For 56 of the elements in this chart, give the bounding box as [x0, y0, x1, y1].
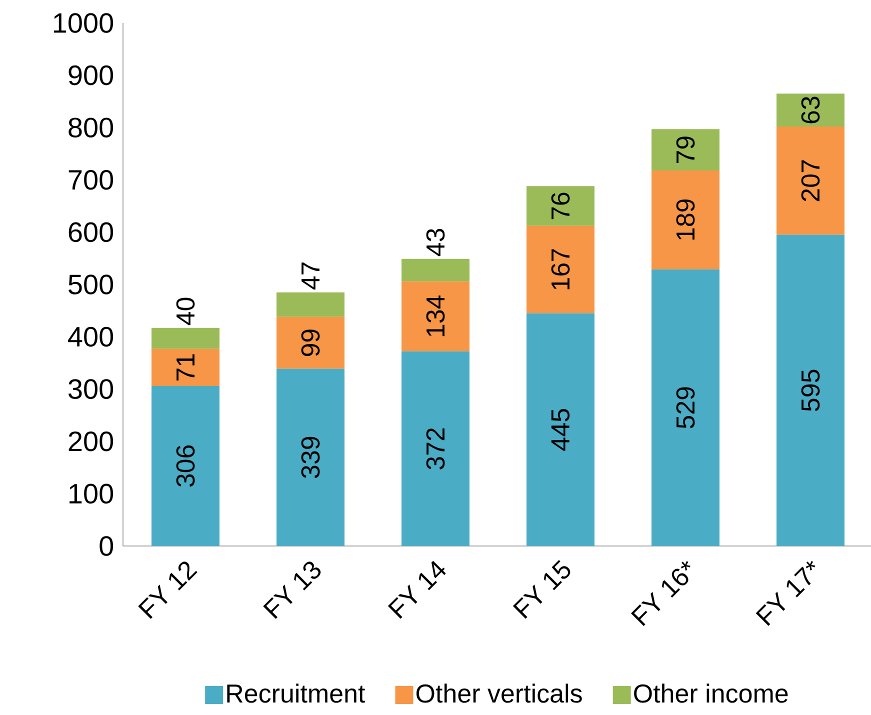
bar: [152, 348, 220, 386]
y-tick-label: 900: [68, 65, 114, 86]
data-label: 445: [551, 409, 570, 451]
data-label: 529: [676, 387, 695, 428]
bar: [526, 226, 594, 314]
data-label: 47: [302, 262, 320, 290]
y-tick-label: 200: [68, 431, 114, 452]
bar: [402, 281, 470, 352]
x-tick-label: FY 15: [512, 560, 570, 619]
bar: [652, 269, 720, 546]
y-tick-label: 1000: [54, 13, 114, 33]
bar: [526, 186, 594, 226]
data-label: 306: [176, 445, 195, 487]
bar: [652, 170, 720, 270]
y-tick-label: 400: [68, 326, 114, 347]
bar: [776, 126, 844, 235]
legend-label: Other verticals: [416, 684, 582, 703]
y-tick-label: 600: [68, 222, 114, 242]
data-label: 43: [426, 228, 445, 256]
data-label: 63: [801, 96, 820, 124]
legend-label: Recruitment: [227, 684, 366, 703]
bar: [776, 94, 844, 127]
data-label: 134: [426, 295, 445, 336]
x-tick-label: FY 12: [138, 562, 198, 619]
x-tick-label: FY 13: [263, 562, 321, 619]
y-tick-label: 500: [68, 274, 114, 294]
x-tick-label: FY 16*: [630, 561, 690, 626]
y-tick-label: 700: [68, 170, 114, 190]
data-label: 372: [426, 428, 445, 470]
data-label: 595: [801, 370, 820, 412]
data-label: 207: [801, 160, 820, 202]
data-label: 339: [301, 436, 320, 478]
bar: [276, 368, 344, 546]
y-tick-label: 800: [68, 118, 114, 138]
y-tick-label: 0: [100, 536, 114, 556]
data-label: 40: [176, 298, 195, 326]
bar: [152, 386, 220, 546]
bar: [526, 313, 594, 546]
data-label: 76: [551, 192, 570, 220]
data-label: 79: [676, 136, 695, 163]
bar: [776, 234, 844, 546]
bar: [276, 316, 344, 369]
x-tick-label: FY 17*: [756, 560, 816, 626]
data-label: 99: [301, 330, 320, 356]
data-label: 167: [551, 249, 570, 290]
legend-label: Other income: [634, 684, 788, 703]
x-tick-label: FY 14: [388, 560, 446, 619]
bar: [276, 292, 344, 317]
y-tick-label: 300: [68, 379, 114, 399]
bar: [652, 129, 720, 170]
data-label: 71: [176, 354, 194, 381]
bar: [152, 328, 220, 349]
bar: [402, 351, 470, 546]
bar: [402, 258, 470, 282]
data-label: 189: [676, 199, 695, 240]
y-tick-label: 100: [70, 484, 114, 504]
